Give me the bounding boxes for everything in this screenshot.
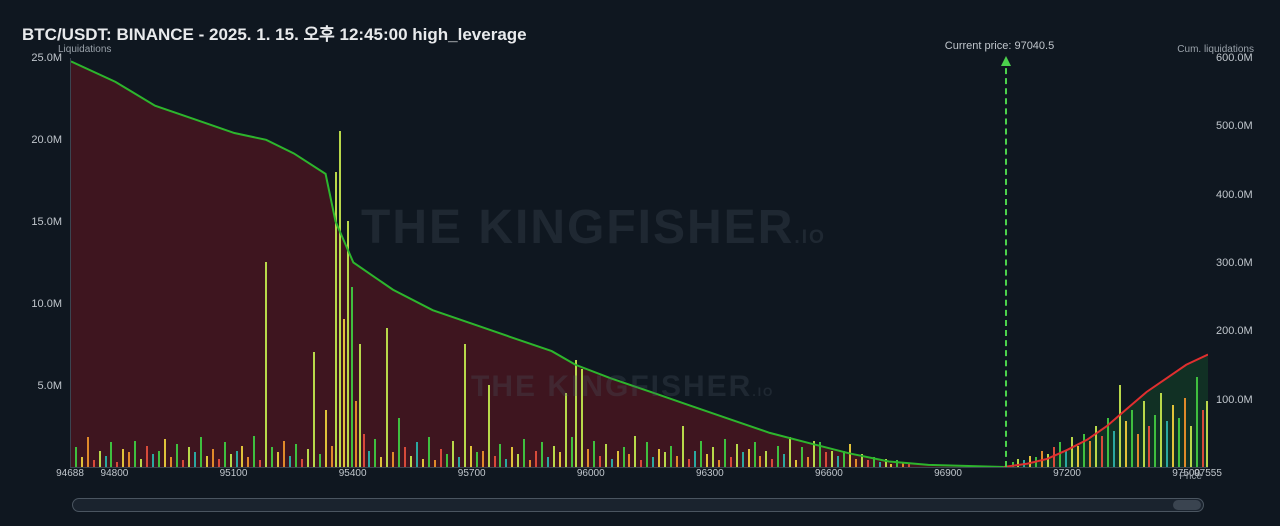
left-axis-title: Liquidations bbox=[58, 44, 111, 55]
x-tick: 96000 bbox=[577, 468, 605, 479]
chart-title: BTC/USDT: BINANCE - 2025. 1. 15. 오후 12:4… bbox=[22, 20, 527, 45]
arrow-up-icon bbox=[1001, 56, 1011, 66]
x-tick: 95700 bbox=[458, 468, 486, 479]
y-right-tick: 100.0M bbox=[1216, 394, 1253, 406]
x-tick: 94800 bbox=[101, 468, 129, 479]
y-right-tick: 200.0M bbox=[1216, 325, 1253, 337]
y-right-tick: 500.0M bbox=[1216, 120, 1253, 132]
y-right-tick: 300.0M bbox=[1216, 257, 1253, 269]
x-tick: 95400 bbox=[339, 468, 367, 479]
x-tick: 96600 bbox=[815, 468, 843, 479]
cum-left-line bbox=[71, 61, 1004, 467]
y-axis-left: 5.0M10.0M15.0M20.0M25.0M bbox=[0, 58, 68, 468]
y-right-tick: 400.0M bbox=[1216, 189, 1253, 201]
y-left-tick: 25.0M bbox=[31, 52, 62, 64]
x-tick: 97200 bbox=[1053, 468, 1081, 479]
x-axis: 9468894800951009540095700960009630096600… bbox=[70, 468, 1208, 484]
chart-scrollbar[interactable] bbox=[72, 498, 1204, 512]
x-tick: 95100 bbox=[220, 468, 248, 479]
x-tick: 94688 bbox=[56, 468, 84, 479]
y-left-tick: 10.0M bbox=[31, 298, 62, 310]
chart-area: Current price: 97040.5 THE KINGFISHER.IO… bbox=[70, 58, 1208, 468]
y-left-tick: 20.0M bbox=[31, 134, 62, 146]
current-price-label: Current price: 97040.5 bbox=[945, 40, 1054, 52]
scroll-handle[interactable] bbox=[1173, 500, 1201, 510]
x-axis-label: Price bbox=[1179, 471, 1202, 482]
x-tick: 96900 bbox=[934, 468, 962, 479]
y-right-tick: 600.0M bbox=[1216, 52, 1253, 64]
current-price-line bbox=[1005, 58, 1007, 467]
y-axis-right: 100.0M200.0M300.0M400.0M500.0M600.0M bbox=[1210, 58, 1280, 468]
y-left-tick: 5.0M bbox=[38, 380, 62, 392]
y-left-tick: 15.0M bbox=[31, 216, 62, 228]
x-tick: 96300 bbox=[696, 468, 724, 479]
cum-right-line bbox=[1004, 355, 1208, 467]
